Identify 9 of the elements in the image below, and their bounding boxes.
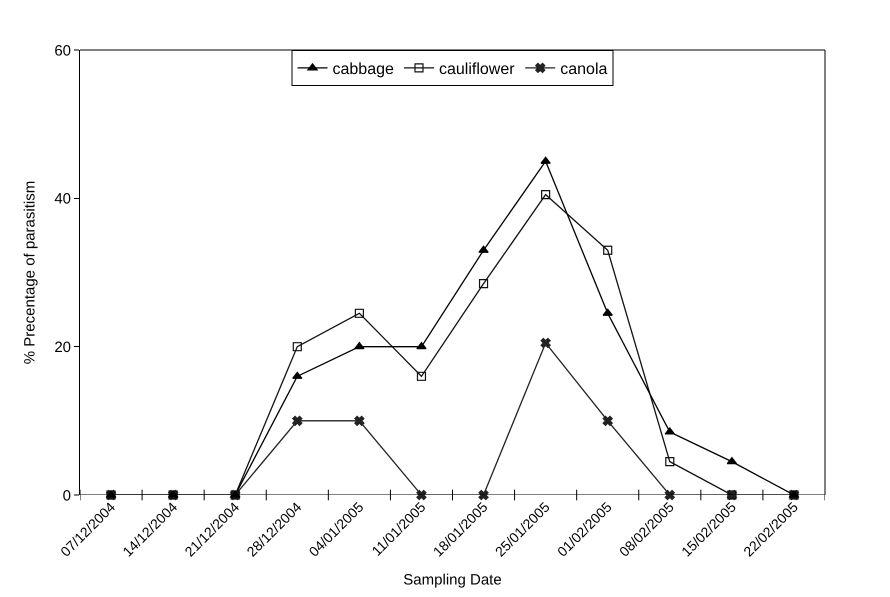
y-axis-title: % Precentage of parasitism xyxy=(22,180,39,364)
y-tick-label: 60 xyxy=(54,42,71,60)
legend-label: cabbage xyxy=(332,61,394,78)
y-tick-label: 0 xyxy=(62,487,71,504)
legend-label: canola xyxy=(560,61,608,78)
y-tick-label: 40 xyxy=(54,190,71,208)
legend-label: cauliflower xyxy=(438,61,516,78)
y-tick-label: 20 xyxy=(54,338,71,356)
x-axis-title: Sampling Date xyxy=(403,572,502,589)
